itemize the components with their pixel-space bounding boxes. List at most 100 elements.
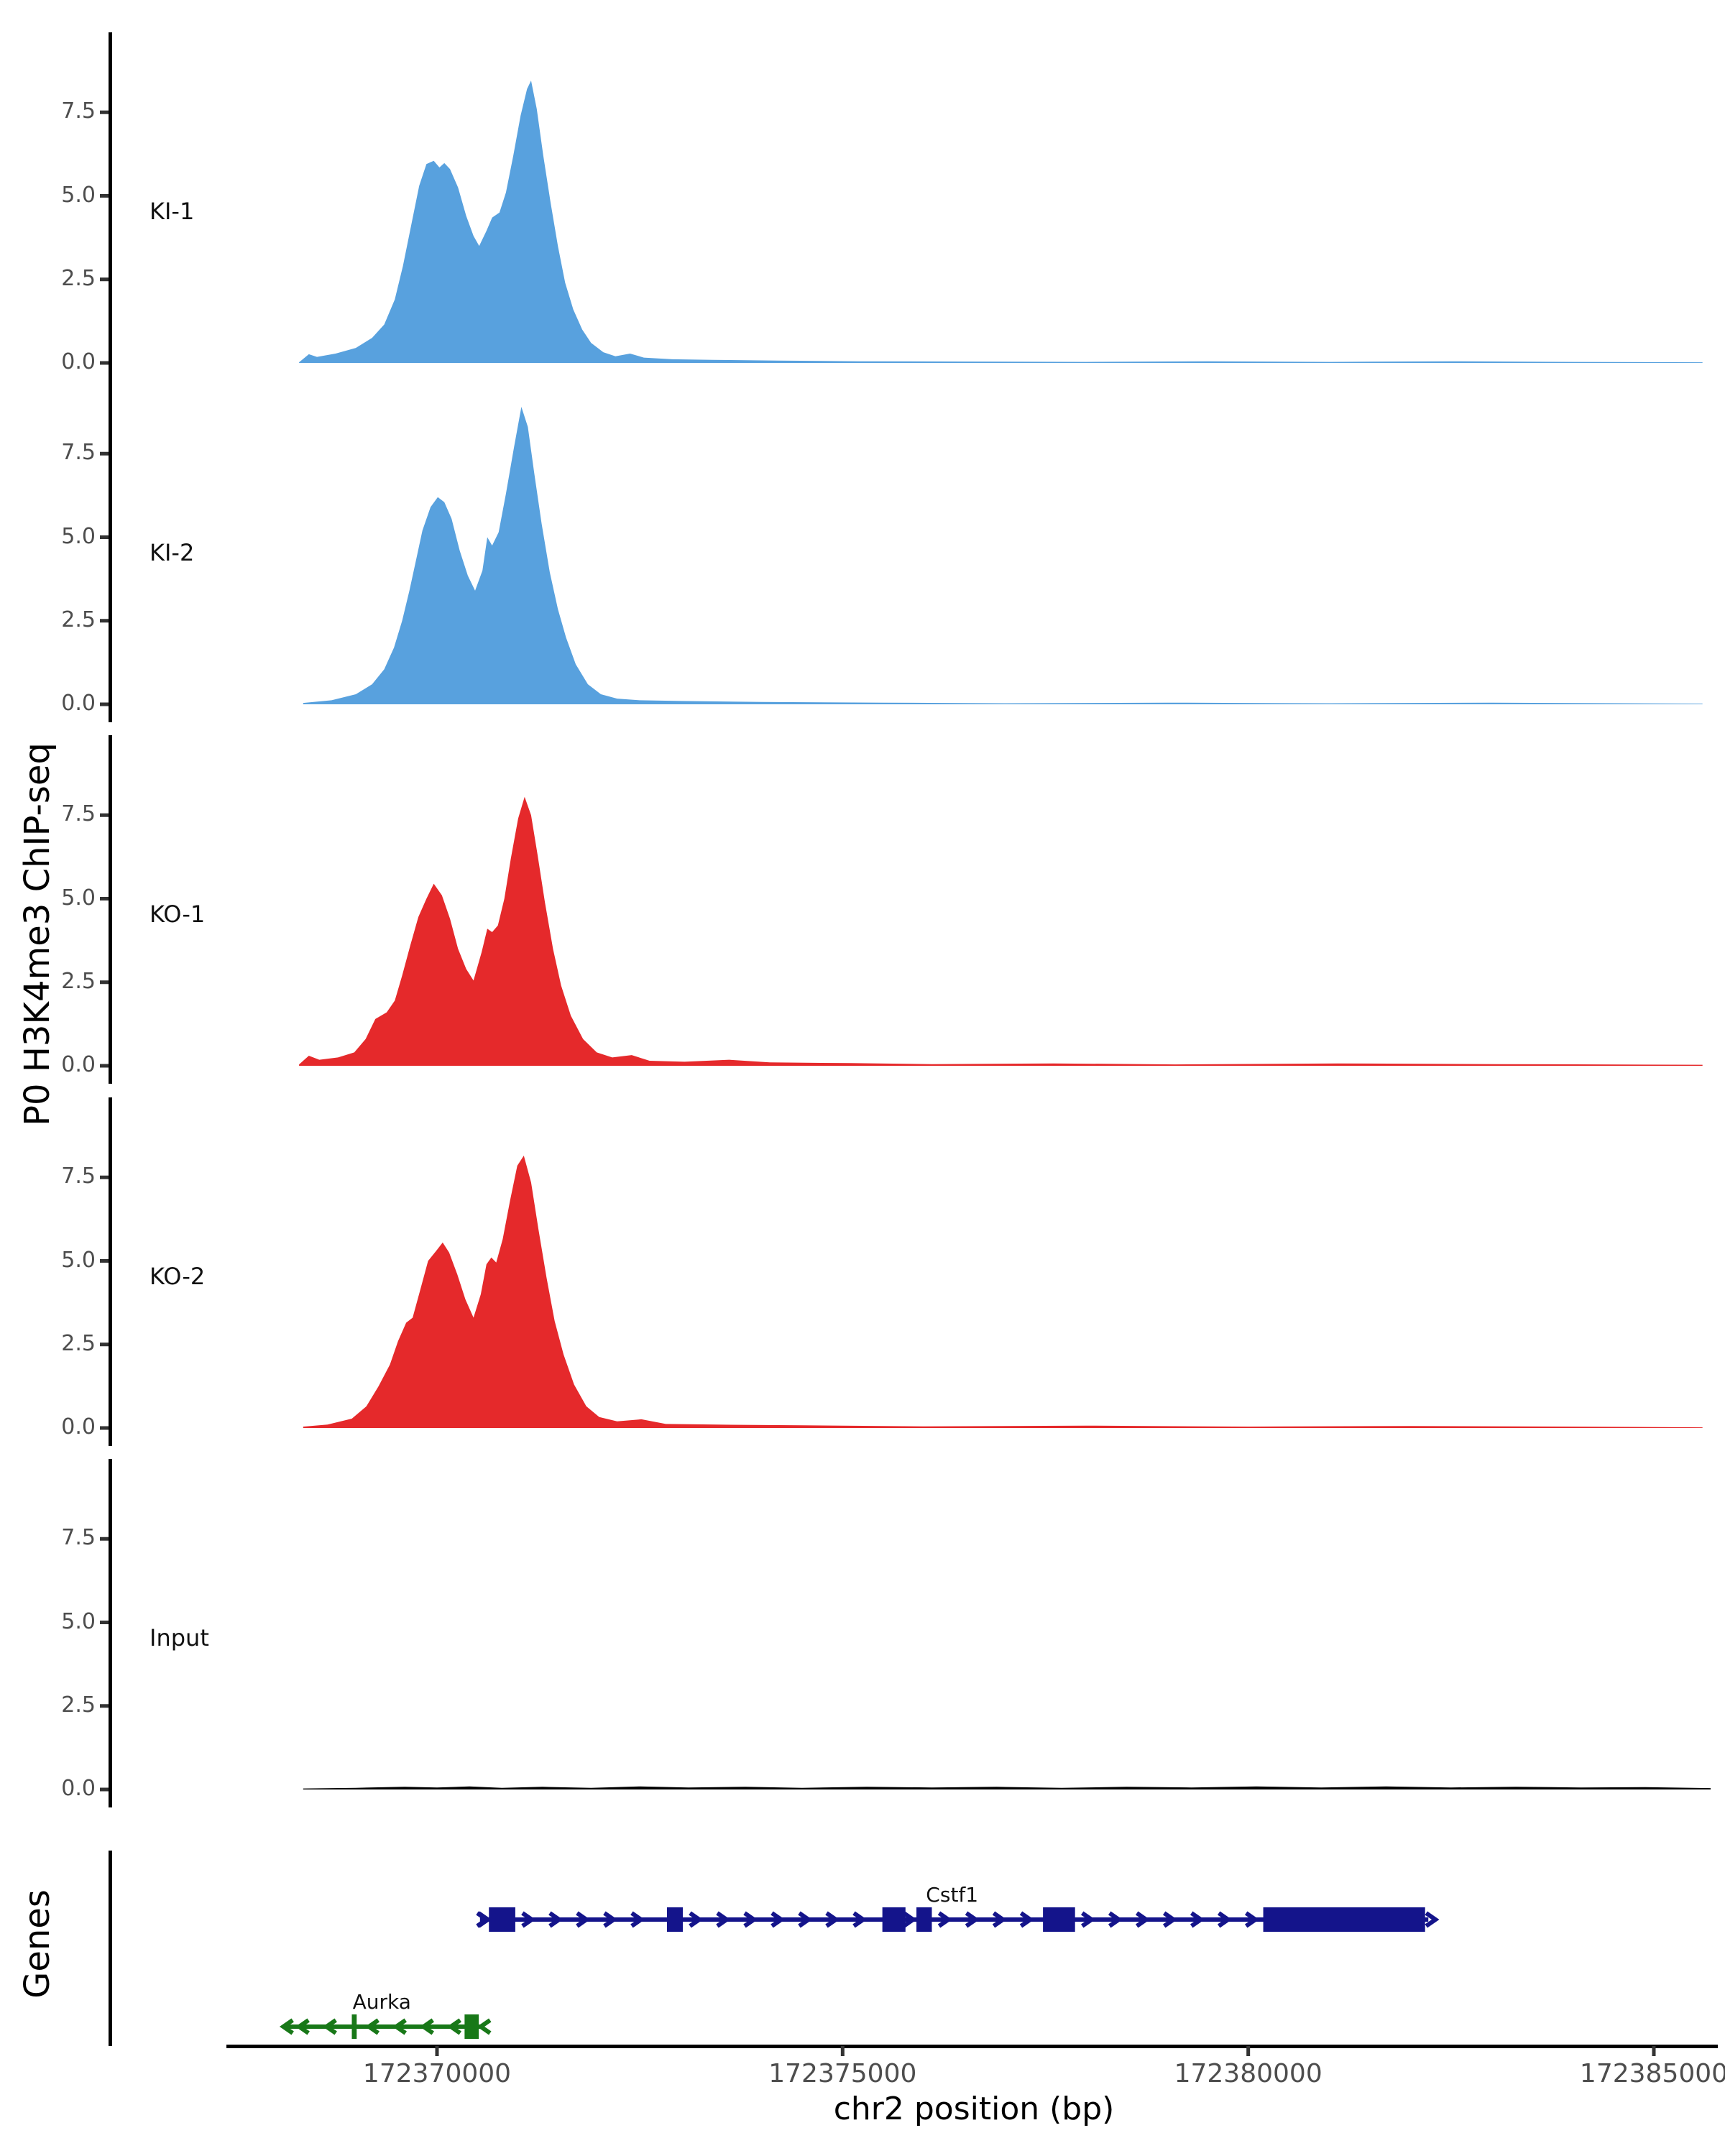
gene-strand-arrow-icon — [548, 1911, 564, 1928]
x-tick-label-172380000: 172380000 — [1174, 2059, 1322, 2088]
track-1-y-axis — [109, 374, 112, 722]
track-3-ytick-label-7.5: 7.5 — [61, 1164, 96, 1189]
gene-strand-arrow-icon — [446, 2018, 461, 2035]
track-2-y-axis — [109, 735, 112, 1084]
track-0-ytick-label-7.5: 7.5 — [61, 98, 96, 124]
gene-cstf1-body — [479, 1917, 1429, 1922]
track-0-signal-area — [299, 80, 1703, 363]
track-2-ytick-label-0.0: 0.0 — [61, 1052, 96, 1077]
genes-y-axis — [109, 1851, 112, 2046]
gene-strand-arrow-icon — [965, 1911, 980, 1928]
track-0-ytick-label-0.0: 0.0 — [61, 349, 96, 374]
track-3-ytick — [100, 1342, 109, 1347]
gene-strand-arrow-icon — [992, 1911, 1007, 1928]
x-tick-label-172375000: 172375000 — [768, 2059, 917, 2088]
track-1-ytick — [100, 702, 109, 706]
gene-strand-arrow-icon — [852, 1911, 868, 1928]
track-1-ytick-label-5.0: 5.0 — [61, 523, 96, 549]
gene-strand-arrow-icon — [630, 1911, 645, 1928]
track-0-ytick — [100, 361, 109, 365]
gene-strand-arrow-icon — [521, 1911, 536, 1928]
gene-cstf1-exon — [882, 1907, 906, 1932]
track-0-y-axis — [109, 32, 112, 381]
gene-strand-arrow-icon — [364, 2018, 380, 2035]
track-1-ytick — [100, 535, 109, 539]
gene-cstf1-exon — [489, 1907, 515, 1932]
gene-cstf1-exon — [666, 1907, 683, 1932]
x-tick-label-172370000: 172370000 — [362, 2059, 512, 2088]
track-1-ytick-label-0.0: 0.0 — [61, 691, 96, 716]
x-axis-tick — [435, 2046, 439, 2056]
x-axis-tick — [1652, 2046, 1656, 2056]
gene-strand-arrow-icon — [576, 1911, 591, 1928]
gene-cstf1-exon — [1263, 1907, 1425, 1932]
gene-cstf1-exon — [916, 1907, 932, 1932]
track-0-ytick — [100, 277, 109, 282]
track-3-ytick — [100, 1175, 109, 1179]
gene-strand-arrow-icon — [1135, 1911, 1150, 1928]
gene-end-arrow-icon — [1425, 1911, 1440, 1928]
track-2-ytick — [100, 813, 109, 817]
x-axis-line — [226, 2045, 1718, 2048]
track-3-ytick — [100, 1426, 109, 1430]
x-axis-tick — [840, 2046, 845, 2056]
x-axis-title: chr2 position (bp) — [833, 2091, 1115, 2127]
gene-label-cstf1: Cstf1 — [926, 1883, 979, 1907]
track-2-ytick — [100, 1064, 109, 1068]
gene-strand-arrow-icon — [322, 2018, 337, 2035]
gene-aurka-body — [287, 2024, 480, 2029]
x-tick-label-172385000: 172385000 — [1579, 2059, 1725, 2088]
track-1-ytick — [100, 619, 109, 623]
gene-aurka-exon — [351, 2014, 357, 2039]
gene-strand-arrow-icon — [825, 1911, 840, 1928]
track-4-ytick — [100, 1704, 109, 1708]
track-2-signal-area — [299, 796, 1703, 1066]
track-4-signal-area — [303, 1786, 1711, 1789]
gene-strand-arrow-icon — [689, 1911, 704, 1928]
track-2-ytick — [100, 897, 109, 900]
gene-cstf1-exon — [1043, 1907, 1075, 1932]
track-label-ko-2: KO-2 — [150, 1263, 206, 1290]
gene-strand-arrow-icon — [392, 2018, 407, 2035]
track-4-ytick — [100, 1787, 109, 1792]
track-1-ytick-label-2.5: 2.5 — [61, 607, 96, 632]
gene-strand-arrow-icon — [937, 1911, 952, 1928]
track-4-ytick-label-5.0: 5.0 — [61, 1608, 96, 1634]
gene-strand-arrow-icon — [1217, 1911, 1232, 1928]
gene-strand-arrow-icon — [1019, 1911, 1034, 1928]
gene-strand-arrow-icon — [1080, 1911, 1095, 1928]
track-2-ytick-label-5.0: 5.0 — [61, 885, 96, 911]
track-4-ytick — [100, 1621, 109, 1624]
track-4-ytick — [100, 1537, 109, 1541]
gene-strand-arrow-icon — [743, 1911, 758, 1928]
track-4-ytick-label-2.5: 2.5 — [61, 1692, 96, 1718]
track-label-ko-1: KO-1 — [150, 900, 206, 928]
track-3-signal-area — [303, 1156, 1703, 1428]
track-label-input: Input — [150, 1624, 209, 1651]
gene-strand-arrow-icon — [603, 1911, 618, 1928]
x-axis-tick — [1246, 2046, 1251, 2056]
gene-strand-arrow-icon — [770, 1911, 786, 1928]
genes-axis-label: Genes — [17, 1889, 58, 1999]
track-4-y-axis — [109, 1459, 112, 1807]
gene-strand-arrow-icon — [1244, 1911, 1259, 1928]
gene-strand-arrow-icon — [798, 1911, 813, 1928]
track-0-ytick-label-2.5: 2.5 — [61, 265, 96, 291]
track-0-ytick — [100, 194, 109, 198]
gene-start-arrow-icon — [477, 1911, 492, 1928]
track-3-ytick-label-5.0: 5.0 — [61, 1247, 96, 1273]
gene-strand-arrow-icon — [1190, 1911, 1205, 1928]
track-4-ytick-label-7.5: 7.5 — [61, 1525, 96, 1551]
gene-strand-arrow-icon — [419, 2018, 434, 2035]
track-1-signal-area — [303, 407, 1703, 704]
track-3-ytick — [100, 1259, 109, 1263]
track-2-ytick-label-2.5: 2.5 — [61, 968, 96, 994]
track-4-ytick-label-0.0: 0.0 — [61, 1776, 96, 1801]
gene-strand-arrow-icon — [716, 1911, 731, 1928]
track-label-ki-1: KI-1 — [150, 198, 195, 225]
track-0-ytick — [100, 110, 109, 114]
gene-strand-arrow-icon — [295, 2018, 310, 2035]
track-2-ytick — [100, 980, 109, 985]
